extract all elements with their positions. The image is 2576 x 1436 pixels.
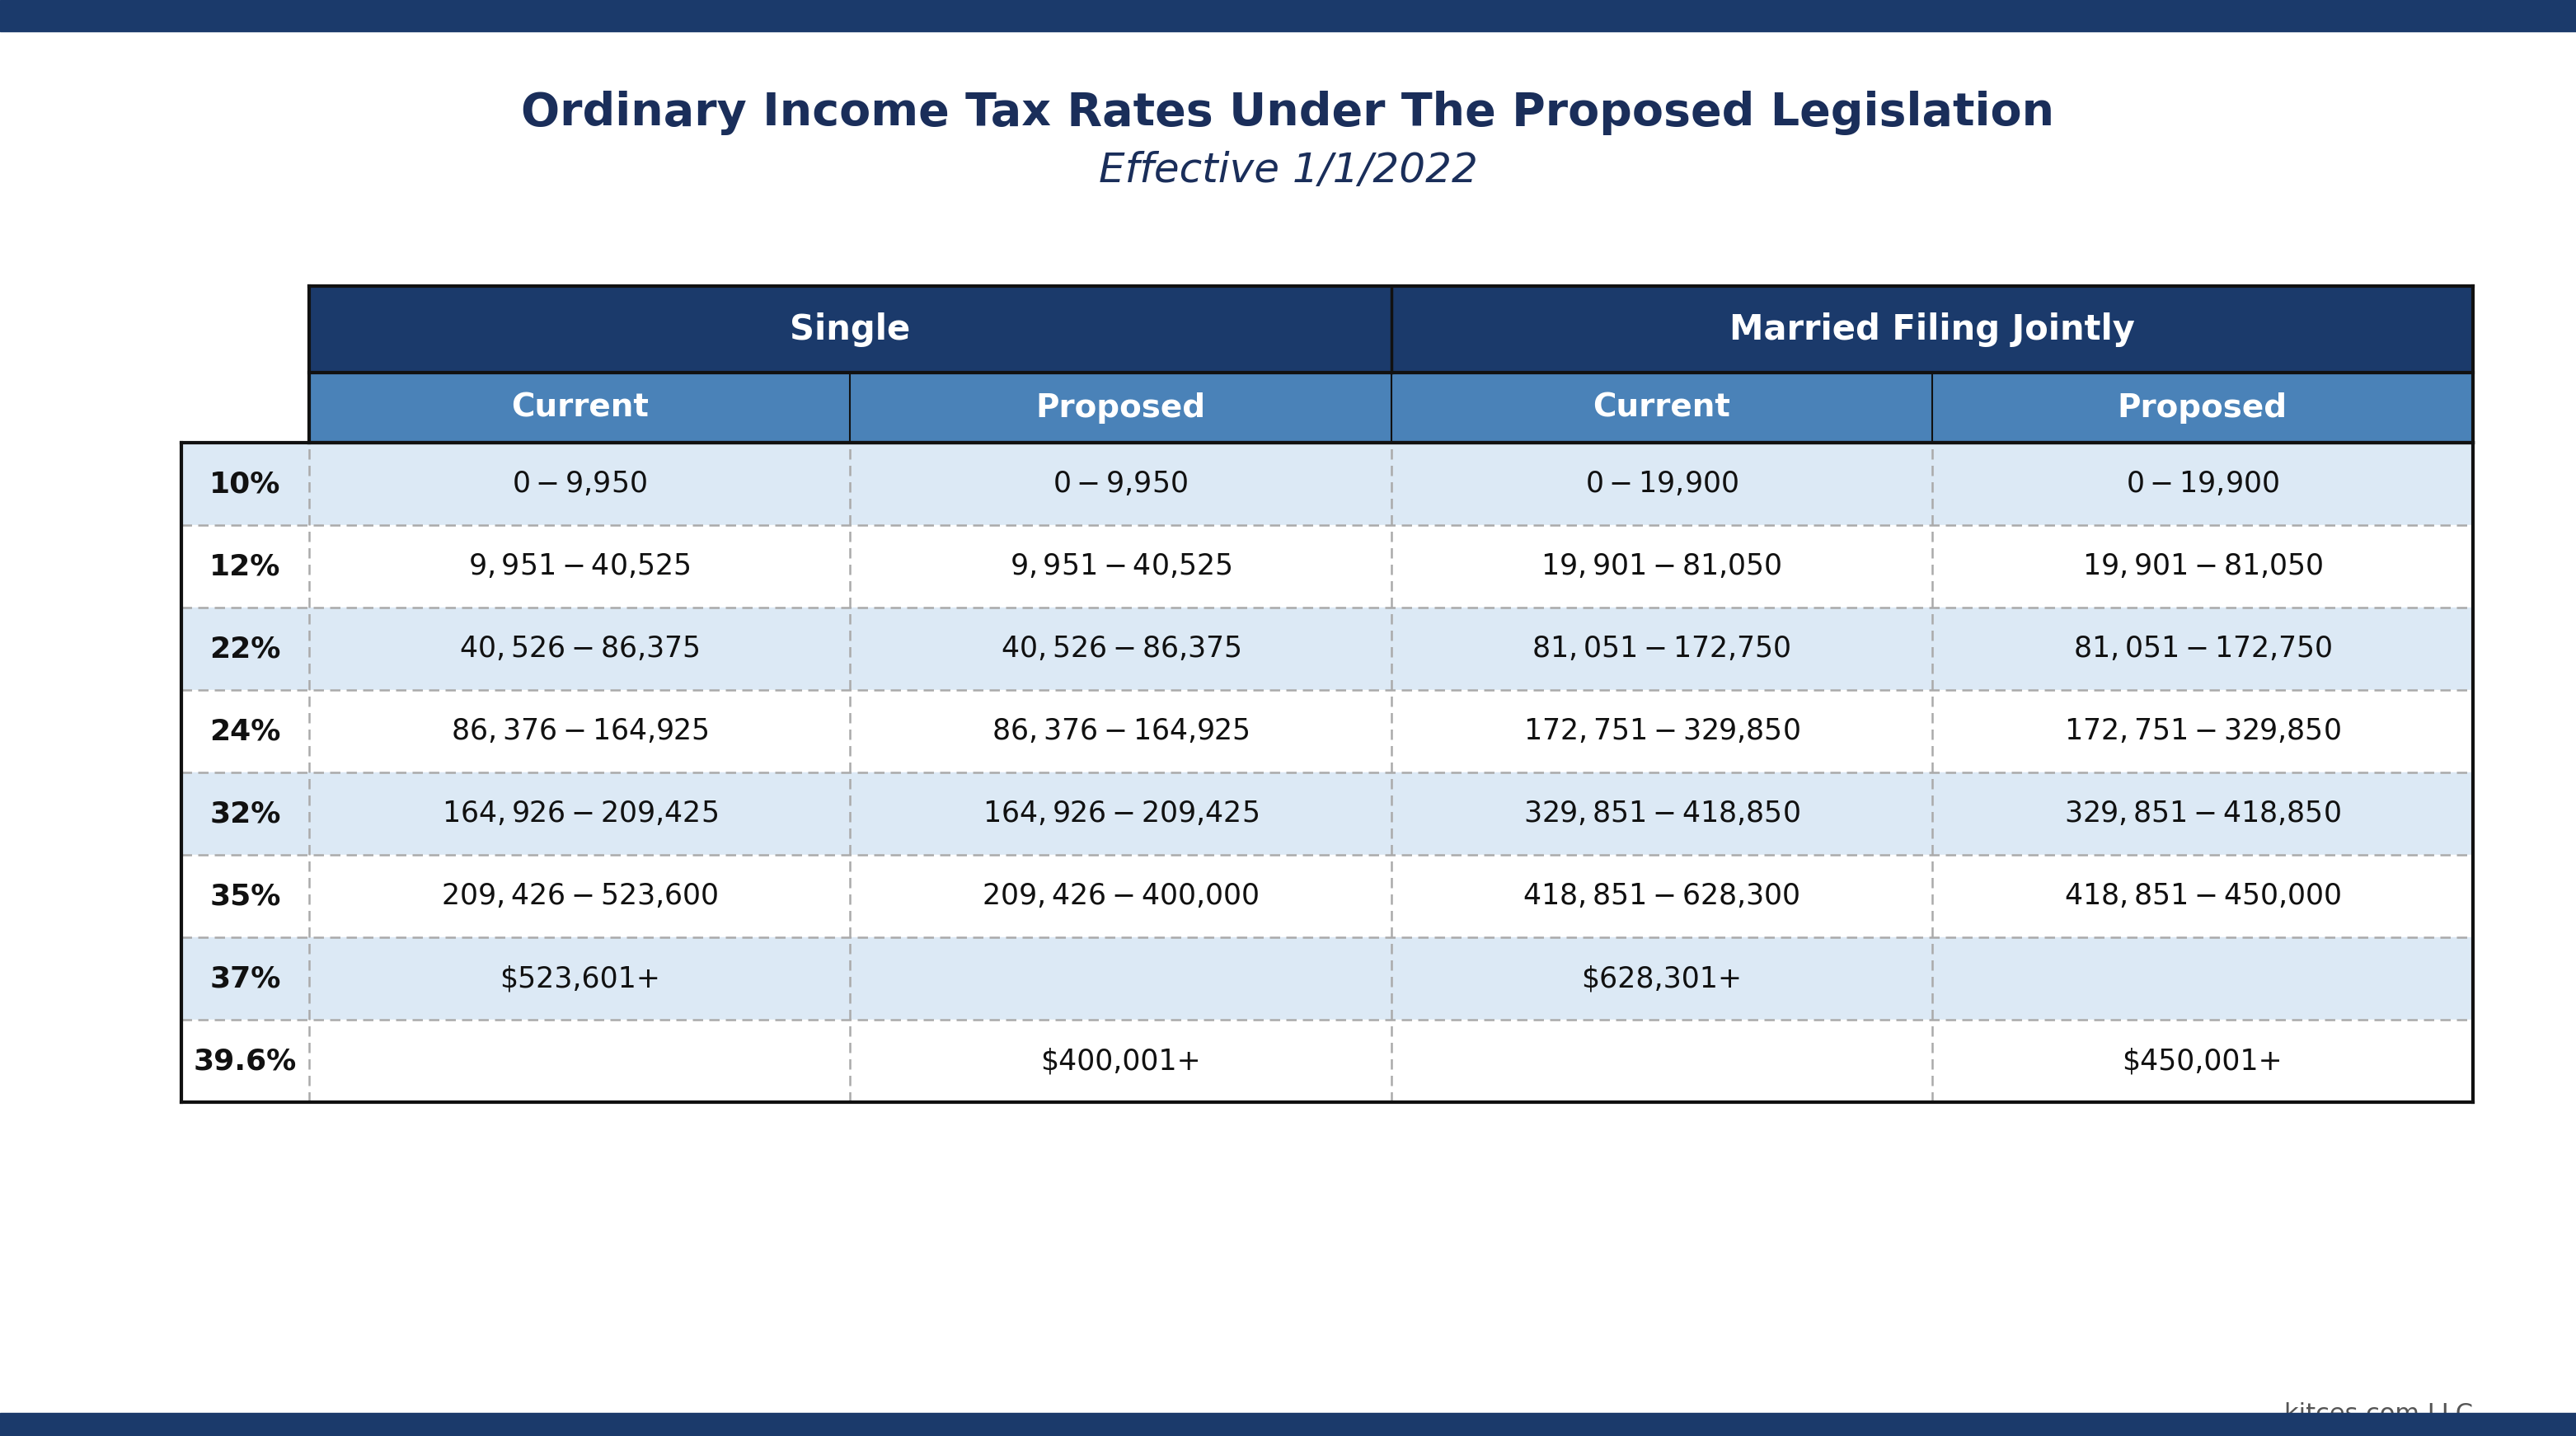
Text: $523,601+: $523,601+ <box>500 965 659 992</box>
Text: $329,851 - $418,850: $329,851 - $418,850 <box>1522 800 1801 827</box>
Bar <box>850 526 1391 607</box>
Bar <box>1932 1020 2473 1103</box>
Bar <box>180 689 309 773</box>
Bar <box>309 372 850 442</box>
Text: kitces.com LLC: kitces.com LLC <box>2285 1402 2473 1426</box>
Text: $329,851 - $418,850: $329,851 - $418,850 <box>2063 800 2342 827</box>
Text: $164,926 - $209,425: $164,926 - $209,425 <box>981 800 1260 827</box>
Text: $81,051 - $172,750: $81,051 - $172,750 <box>2074 635 2331 663</box>
Bar <box>1391 1020 1932 1103</box>
Bar <box>309 526 850 607</box>
Text: $0 - $19,900: $0 - $19,900 <box>2125 470 2280 498</box>
Text: $172,751 - $329,850: $172,751 - $329,850 <box>1522 717 1801 745</box>
Text: Current: Current <box>1592 392 1731 424</box>
Text: $86,376 - $164,925: $86,376 - $164,925 <box>992 717 1249 745</box>
Text: $172,751 - $329,850: $172,751 - $329,850 <box>2063 717 2342 745</box>
Text: $19,901 - $81,050: $19,901 - $81,050 <box>2081 553 2324 580</box>
Text: $9,951 - $40,525: $9,951 - $40,525 <box>469 553 690 580</box>
Bar <box>309 773 850 854</box>
Bar <box>309 286 1391 372</box>
Bar <box>1391 442 1932 526</box>
Bar <box>1932 938 2473 1020</box>
Bar <box>309 854 850 938</box>
Text: Proposed: Proposed <box>2117 392 2287 424</box>
Text: 12%: 12% <box>209 553 281 580</box>
Bar <box>1391 773 1932 854</box>
Bar <box>180 938 309 1020</box>
Bar <box>1932 372 2473 442</box>
Bar <box>1932 526 2473 607</box>
Text: $0 - $9,950: $0 - $9,950 <box>1054 470 1188 498</box>
Text: Effective 1/1/2022: Effective 1/1/2022 <box>1097 151 1479 191</box>
Bar <box>1391 607 1932 689</box>
Text: $418,851 - $628,300: $418,851 - $628,300 <box>1522 882 1801 910</box>
Text: Ordinary Income Tax Rates Under The Proposed Legislation: Ordinary Income Tax Rates Under The Prop… <box>520 90 2056 135</box>
Bar <box>1932 773 2473 854</box>
Text: $209,426 - $523,600: $209,426 - $523,600 <box>440 882 719 910</box>
Text: $40,526 - $86,375: $40,526 - $86,375 <box>459 635 701 663</box>
Bar <box>180 773 309 854</box>
Bar <box>309 607 850 689</box>
Bar <box>850 689 1391 773</box>
Bar <box>180 442 309 526</box>
Bar <box>850 1020 1391 1103</box>
Text: Proposed: Proposed <box>1036 392 1206 424</box>
Text: $0 - $19,900: $0 - $19,900 <box>1584 470 1739 498</box>
Bar <box>850 773 1391 854</box>
Text: 39.6%: 39.6% <box>193 1047 296 1076</box>
Bar <box>850 372 1391 442</box>
Text: 35%: 35% <box>209 882 281 910</box>
Bar <box>1391 372 1932 442</box>
Text: $86,376 - $164,925: $86,376 - $164,925 <box>451 717 708 745</box>
Bar <box>850 442 1391 526</box>
Text: $81,051 - $172,750: $81,051 - $172,750 <box>1533 635 1790 663</box>
Text: 22%: 22% <box>209 635 281 663</box>
Bar <box>1391 526 1932 607</box>
Text: $19,901 - $81,050: $19,901 - $81,050 <box>1540 553 1783 580</box>
Text: $0 - $9,950: $0 - $9,950 <box>513 470 647 498</box>
Bar <box>1391 689 1932 773</box>
Bar <box>850 938 1391 1020</box>
Text: $40,526 - $86,375: $40,526 - $86,375 <box>999 635 1242 663</box>
Bar <box>309 689 850 773</box>
Bar <box>1932 689 2473 773</box>
Text: 37%: 37% <box>209 965 281 992</box>
Bar <box>1391 286 2473 372</box>
Bar <box>1391 854 1932 938</box>
Text: $400,001+: $400,001+ <box>1041 1047 1200 1076</box>
Bar <box>0 1413 2576 1436</box>
Text: $628,301+: $628,301+ <box>1582 965 1741 992</box>
Text: Single: Single <box>791 312 909 346</box>
Bar <box>309 1020 850 1103</box>
Bar <box>180 607 309 689</box>
Text: Current: Current <box>510 392 649 424</box>
Bar <box>1391 938 1932 1020</box>
Text: 10%: 10% <box>209 470 281 498</box>
Text: $450,001+: $450,001+ <box>2123 1047 2282 1076</box>
Bar <box>1932 442 2473 526</box>
Bar <box>0 0 2576 32</box>
Text: Married Filing Jointly: Married Filing Jointly <box>1728 312 2136 346</box>
Text: 24%: 24% <box>209 717 281 745</box>
Bar <box>1932 854 2473 938</box>
Bar <box>1932 607 2473 689</box>
Bar <box>850 607 1391 689</box>
Bar <box>309 938 850 1020</box>
Bar <box>309 442 850 526</box>
Text: $209,426 - $400,000: $209,426 - $400,000 <box>981 882 1260 910</box>
Bar <box>850 854 1391 938</box>
Text: 32%: 32% <box>209 800 281 827</box>
Text: $9,951 - $40,525: $9,951 - $40,525 <box>1010 553 1231 580</box>
Bar <box>180 526 309 607</box>
Bar <box>180 854 309 938</box>
Text: $418,851 - $450,000: $418,851 - $450,000 <box>2063 882 2342 910</box>
Bar <box>180 1020 309 1103</box>
Text: $164,926 - $209,425: $164,926 - $209,425 <box>440 800 719 827</box>
